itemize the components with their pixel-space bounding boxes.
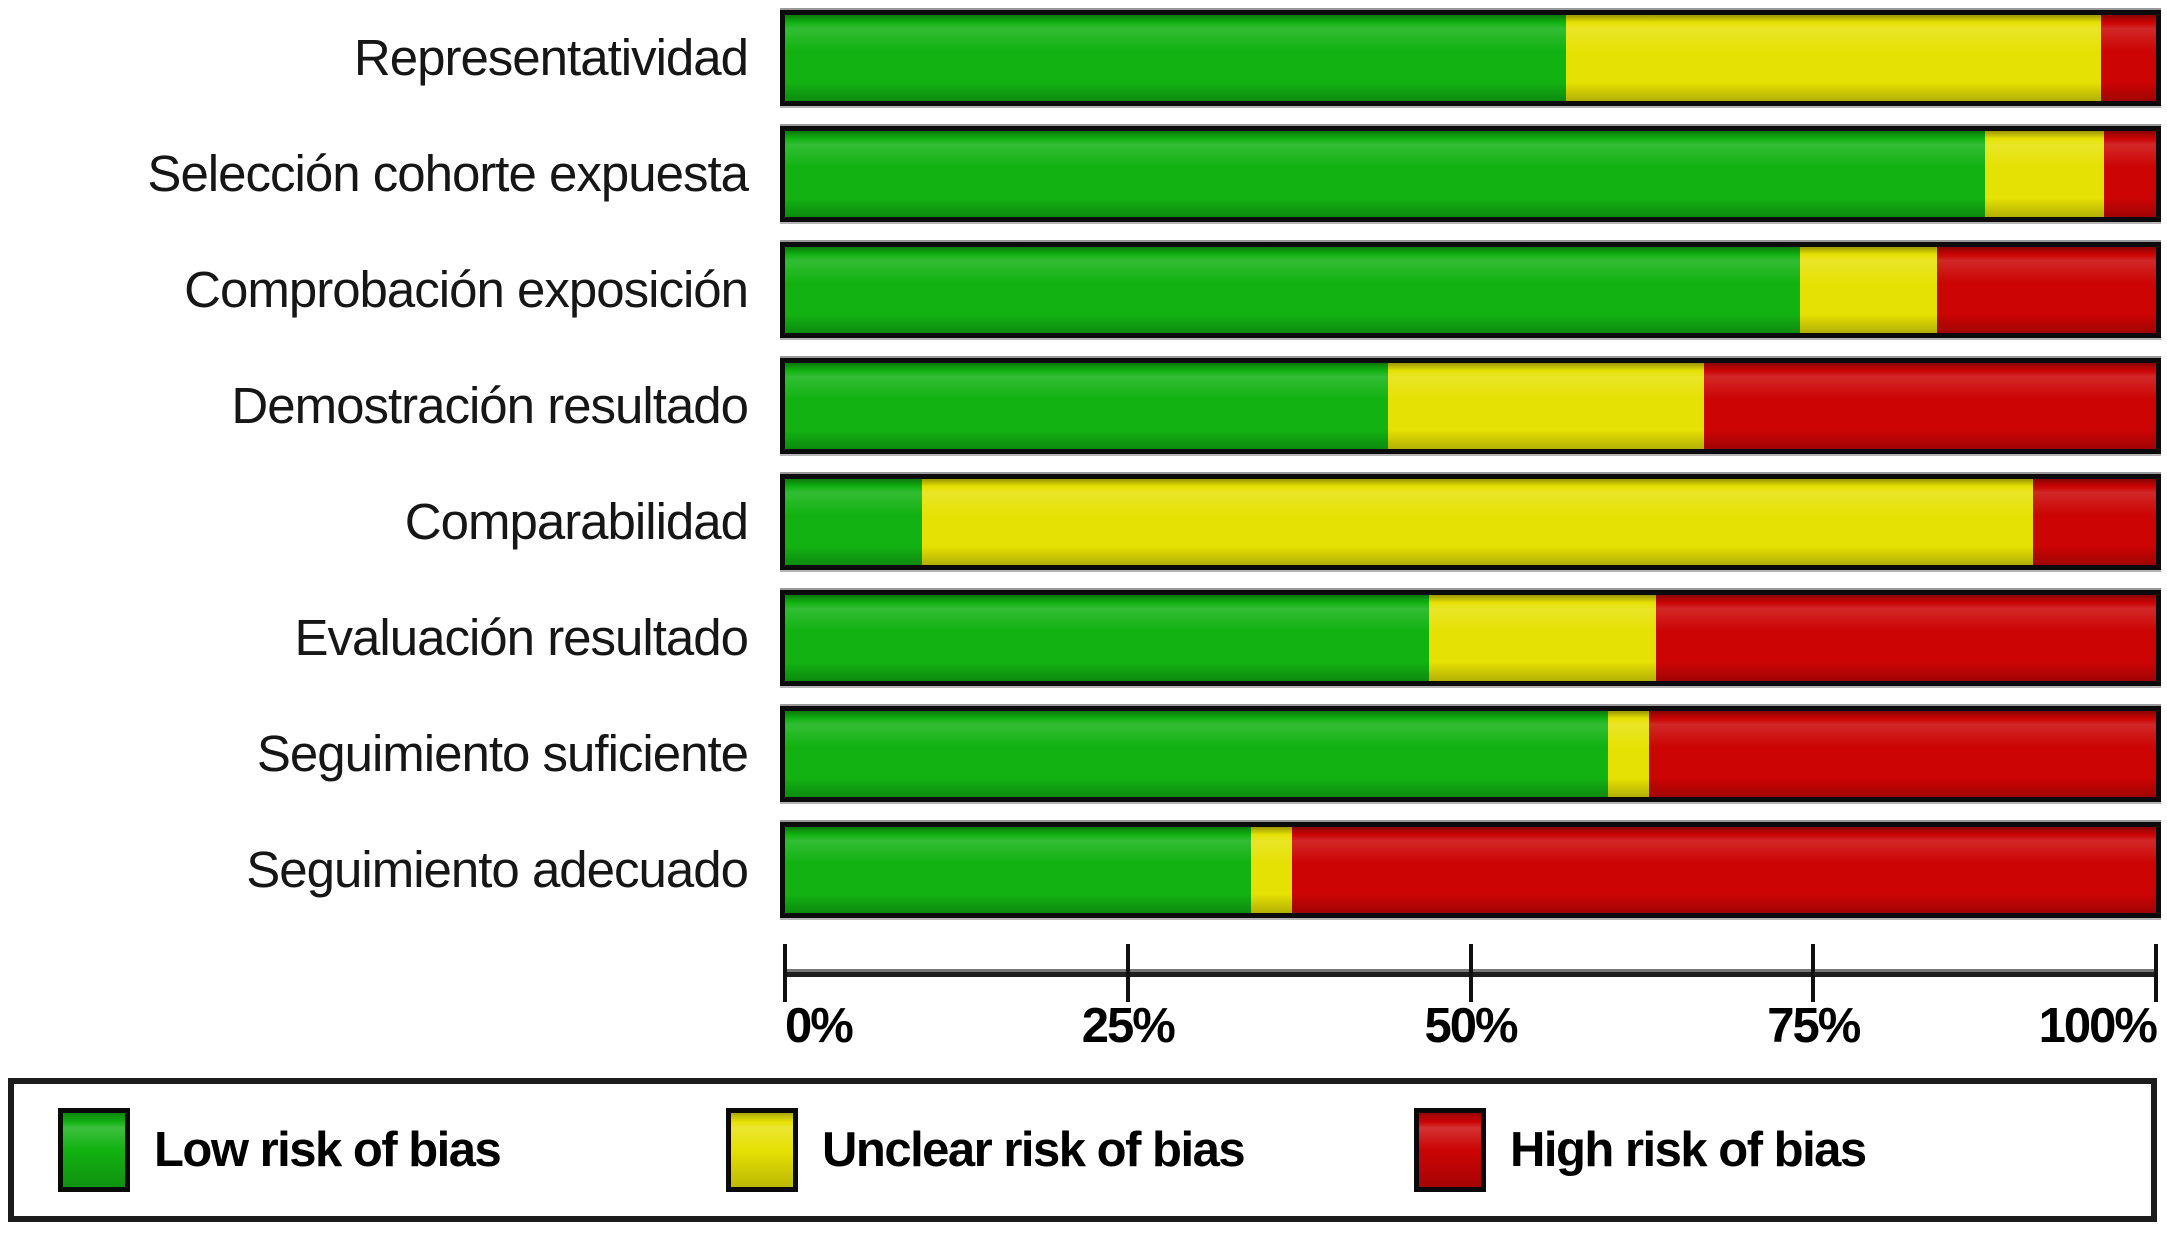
bar-segment-high-risk [1936,247,2156,333]
axis-tick-label: 100% [2038,999,2158,1053]
x-axis: 0% 25% 50% 75% 100% [0,928,2167,1078]
legend-swatch-unclear-risk [726,1108,798,1192]
axis-tick-label: 0% [785,999,854,1053]
category-label: Seguimiento suficiente [256,725,749,783]
axis-tick [1125,944,1130,1002]
bar-segment-high-risk [2103,131,2156,217]
stacked-bar [780,10,2161,106]
axis-tick-label: 75% [1767,999,1861,1053]
chart-row: Comprobación exposición [0,232,2167,348]
stacked-bar [780,358,2161,454]
axis-tick-label: 50% [1424,999,1518,1053]
category-label: Comparabilidad [404,493,749,551]
category-label: Seguimiento adecuado [246,841,749,899]
chart-row: Seguimiento adecuado [0,812,2167,928]
legend-label: High risk of bias [1510,1123,1867,1177]
bar-segment-low-risk [785,595,1430,681]
chart-row: Comparabilidad [0,464,2167,580]
bar-segment-unclear-risk [1429,595,1656,681]
bar-segment-low-risk [785,15,1567,101]
bar-segment-unclear-risk [1388,363,1704,449]
bar-segment-unclear-risk [1984,131,2104,217]
legend-item-low-risk: Low risk of bias [58,1084,502,1216]
bar-segment-unclear-risk [922,479,2033,565]
legend-swatch-high-risk [1414,1108,1486,1192]
stacked-bar [780,242,2161,338]
axis-tick [1811,944,1816,1002]
bar-segment-low-risk [785,363,1389,449]
bar-segment-unclear-risk [1251,827,1293,913]
category-label: Representatividad [353,29,749,87]
bar-segment-unclear-risk [1799,247,1937,333]
stacked-bar [780,822,2161,918]
bar-segment-high-risk [1655,595,2156,681]
chart-row: Representatividad [0,0,2167,116]
bar-segment-low-risk [785,479,923,565]
bar-rows: Representatividad Selección cohorte expue… [0,0,2167,928]
axis-tick [1468,944,1473,1002]
bar-segment-high-risk [2101,15,2156,101]
bar-segment-high-risk [2032,479,2156,565]
legend-item-high-risk: High risk of bias [1414,1084,1867,1216]
axis-tick [2154,944,2158,1002]
stacked-bar [780,126,2161,222]
axis-tick [783,944,787,1002]
chart-row: Demostración resultado [0,348,2167,464]
axis-tick-label: 25% [1081,999,1176,1053]
category-label: Demostración resultado [231,377,749,435]
chart-row: Evaluación resultado [0,580,2167,696]
bar-segment-low-risk [785,827,1252,913]
bar-segment-high-risk [1648,711,2156,797]
legend-item-unclear-risk: Unclear risk of bias [726,1084,1246,1216]
bar-segment-unclear-risk [1607,711,1649,797]
category-label: Evaluación resultado [294,609,749,667]
legend-label: Low risk of bias [154,1123,502,1177]
chart-row: Selección cohorte expuesta [0,116,2167,232]
stacked-bar [780,590,2161,686]
bar-segment-low-risk [785,247,1800,333]
bar-segment-unclear-risk [1566,15,2102,101]
bar-segment-high-risk [1292,827,2156,913]
category-label: Selección cohorte expuesta [147,145,749,203]
chart-row: Seguimiento suficiente [0,696,2167,812]
bar-segment-low-risk [785,711,1608,797]
legend-swatch-low-risk [58,1108,130,1192]
bar-segment-high-risk [1703,363,2156,449]
bar-segment-low-risk [785,131,1985,217]
stacked-bar [780,474,2161,570]
legend: Low risk of bias Unclear risk of bias High… [8,1078,2157,1222]
legend-label: Unclear risk of bias [822,1123,1246,1177]
stacked-bar [780,706,2161,802]
category-label: Comprobación exposición [184,261,749,319]
